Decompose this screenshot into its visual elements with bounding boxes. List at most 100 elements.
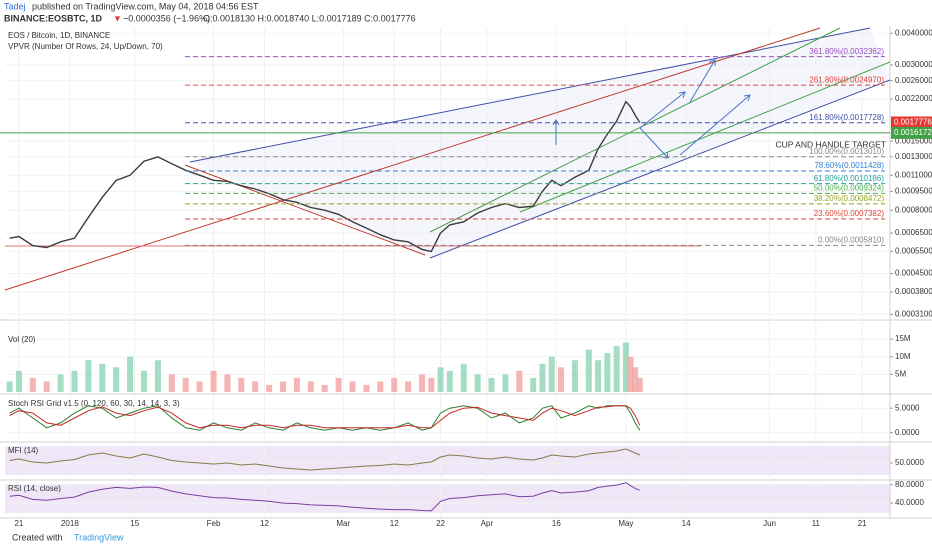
y-tick-label: 5.0000 [895,403,920,412]
x-tick-label: 15 [130,519,139,528]
x-tick-label: 12 [390,519,399,528]
y-tick-label: 0.0009500 [895,186,932,195]
price-tag-label: 0.0017776 [894,118,932,127]
x-tick-label: 12 [260,519,269,528]
volume-bar [627,356,634,392]
trend-line [184,164,426,256]
volume-bar [57,374,64,392]
volume-bar [43,381,50,392]
y-tick-label: 0.0015000 [895,136,932,145]
price-tag-label: 0.0016172 [894,128,932,137]
volume-bar [460,363,467,392]
fib-label: 361.80%(0.0032362) [809,47,884,56]
fib-label: 0.00%(0.0005810) [818,235,884,244]
volume-bar [585,349,592,392]
y-tick-label: 5M [895,369,906,378]
fib-label: 161.80%(0.0017728) [809,113,884,122]
volume-bar [488,377,495,392]
series-line [9,405,641,429]
panel-title: Vol (20) [8,335,36,344]
volume-bar [238,377,245,392]
volume-bar [571,360,578,392]
volume-bar [363,384,370,392]
footer-brand[interactable]: TradingView [74,532,124,542]
y-tick-label: 10M [895,352,911,361]
fib-label: 50.00%(0.0009324) [814,183,885,192]
change: −0.0000356 (−1.96%) [123,13,210,23]
volume-bar [636,377,643,392]
volume-bar [595,360,602,392]
volume-bar [99,363,106,392]
fib-label: 38.20%(0.0008472) [814,194,885,203]
volume-bar [168,374,175,392]
y-tick-label: 0.0006500 [895,228,932,237]
panel-band [5,484,890,513]
x-tick-label: May [618,519,633,528]
x-tick-label: Apr [481,519,494,528]
y-tick-label: 0.0013000 [895,152,932,161]
volume-bar [335,377,342,392]
volume-bar [530,377,537,392]
x-tick-label: 14 [682,519,691,528]
arrow [679,94,751,156]
x-tick-label: 22 [436,519,445,528]
series-line [9,405,641,431]
volume-bar [266,384,273,392]
volume-bar [321,384,328,392]
y-tick-label: 50.0000 [895,458,924,467]
volume-bar [613,346,620,392]
volume-bar [6,381,13,392]
volume-bar [349,381,356,392]
volume-bar [446,370,453,392]
volume-bar [182,377,189,392]
y-tick-label: 40.0000 [895,498,924,507]
footer-created: Created with [12,532,63,542]
price-tag [891,126,932,139]
volume-bar [141,370,148,392]
channel-line [429,27,841,233]
channel-line [189,27,871,163]
arrow [639,91,686,129]
volume-bar [85,360,92,392]
volume-bar [604,353,611,392]
volume-bar [548,356,555,392]
y-tick-label: 0.0026000 [895,76,932,85]
volume-bar [516,370,523,392]
volume-bar [502,374,509,392]
channel-line [429,79,891,259]
change-arrow: ▼ [113,13,122,23]
volume-bar [224,374,231,392]
volume-bar [280,381,287,392]
panel-title: EOS / Bitcoin, 1D, BINANCE [8,31,110,40]
y-tick-label: 0.0022000 [895,94,932,103]
y-tick-label: 15M [895,334,911,343]
volume-bar [113,367,120,392]
volume-bar [29,377,36,392]
x-tick-label: Jun [763,519,776,528]
published: published on TradingView.com, May 04, 20… [32,1,259,11]
fib-label: 261.80%(0.0024970) [809,75,884,84]
panel-subtitle: VPVR (Number Of Rows, 24, Up/Down, 70) [8,42,163,51]
x-tick-label: 21 [14,519,23,528]
panel-title: RSI (14, close) [8,484,61,493]
x-tick-label: Feb [207,519,221,528]
volume-bar [210,370,217,392]
x-tick-label: 11 [812,519,821,528]
volume-bar [428,377,435,392]
volume-bar [391,377,398,392]
volume-bar [437,367,444,392]
series-line [9,482,640,512]
volume-bar [419,374,426,392]
y-tick-label: 0.0000 [895,428,920,437]
panel-title: Stoch RSI Grid v1.5 (0, 120, 60, 30, 14,… [8,399,180,408]
x-tick-label: 21 [858,519,867,528]
x-tick-label: 16 [552,519,561,528]
panel-band [5,446,890,475]
volume-bar [252,381,259,392]
volume-bar [539,363,546,392]
volume-bar [405,381,412,392]
author[interactable]: Tadej [4,1,26,11]
volume-bar [558,367,565,392]
y-tick-label: 0.0040000 [895,28,932,37]
panel-title: MFI (14) [8,446,39,455]
